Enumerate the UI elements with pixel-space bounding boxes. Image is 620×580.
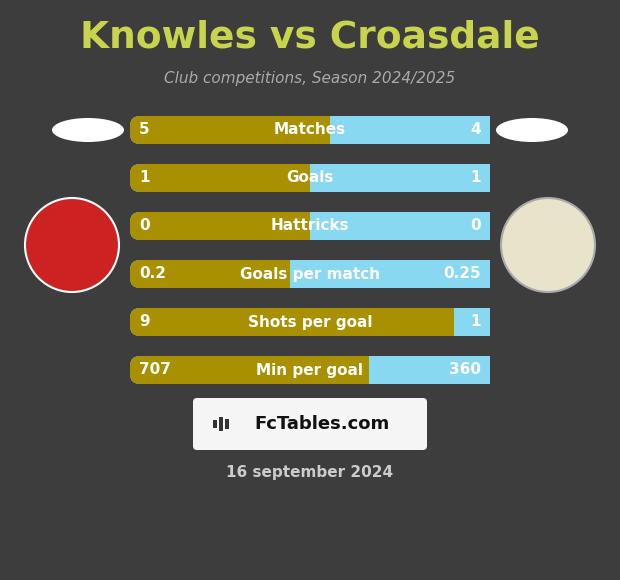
FancyBboxPatch shape (130, 116, 490, 144)
Bar (454, 308, 490, 336)
FancyBboxPatch shape (470, 212, 490, 240)
Text: Club competitions, Season 2024/2025: Club competitions, Season 2024/2025 (164, 71, 456, 85)
Text: 9: 9 (139, 314, 149, 329)
Ellipse shape (496, 118, 568, 142)
Bar (330, 116, 490, 144)
Text: Goals per match: Goals per match (240, 266, 380, 281)
FancyBboxPatch shape (470, 260, 490, 288)
FancyBboxPatch shape (130, 164, 490, 192)
FancyBboxPatch shape (130, 212, 490, 240)
Bar (290, 260, 490, 288)
Text: 1: 1 (471, 314, 481, 329)
Text: Matches: Matches (274, 122, 346, 137)
Text: Knowles vs Croasdale: Knowles vs Croasdale (80, 20, 540, 56)
FancyBboxPatch shape (470, 164, 490, 192)
Text: 4: 4 (471, 122, 481, 137)
Bar (310, 164, 490, 192)
Text: 0.2: 0.2 (139, 266, 166, 281)
Text: Hattricks: Hattricks (271, 219, 349, 234)
FancyBboxPatch shape (130, 308, 490, 336)
FancyBboxPatch shape (130, 308, 490, 336)
Circle shape (501, 198, 595, 292)
Text: Min per goal: Min per goal (257, 362, 363, 378)
FancyBboxPatch shape (470, 308, 490, 336)
Bar (225, 419, 229, 429)
Text: 5: 5 (139, 122, 149, 137)
Text: 0: 0 (471, 219, 481, 234)
Text: FcTables.com: FcTables.com (254, 415, 389, 433)
Text: 0.25: 0.25 (443, 266, 481, 281)
FancyBboxPatch shape (470, 116, 490, 144)
Text: 0: 0 (139, 219, 149, 234)
Text: Goals: Goals (286, 171, 334, 186)
FancyBboxPatch shape (470, 356, 490, 384)
Text: 707: 707 (139, 362, 171, 378)
Text: 16 september 2024: 16 september 2024 (226, 465, 394, 480)
FancyBboxPatch shape (193, 398, 427, 450)
Text: 1: 1 (471, 171, 481, 186)
Bar (368, 356, 490, 384)
Text: 360: 360 (449, 362, 481, 378)
FancyBboxPatch shape (130, 164, 490, 192)
Ellipse shape (52, 118, 124, 142)
FancyBboxPatch shape (130, 356, 490, 384)
Bar (219, 417, 223, 431)
Bar (310, 212, 490, 240)
FancyBboxPatch shape (130, 260, 490, 288)
Bar (213, 420, 217, 428)
Text: Shots per goal: Shots per goal (248, 314, 372, 329)
FancyBboxPatch shape (130, 212, 490, 240)
Text: 1: 1 (139, 171, 149, 186)
FancyBboxPatch shape (130, 260, 490, 288)
FancyBboxPatch shape (130, 116, 490, 144)
Circle shape (25, 198, 119, 292)
FancyBboxPatch shape (130, 356, 490, 384)
